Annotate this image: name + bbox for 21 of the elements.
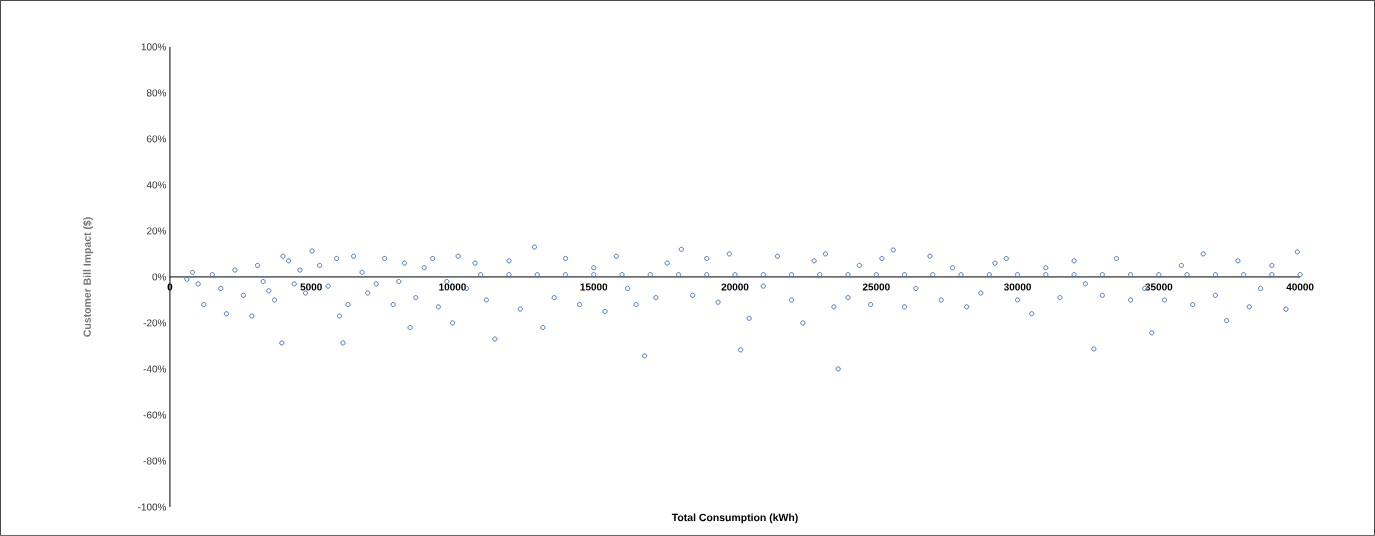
- y-tick-label: 20%: [146, 227, 167, 235]
- x-tick-label: 35000: [1145, 283, 1173, 291]
- y-tick-label: -40%: [143, 365, 167, 373]
- x-tick-label: 15000: [580, 283, 608, 291]
- y-tick-label: -20%: [143, 319, 167, 327]
- x-tick-label: 10000: [439, 283, 466, 291]
- y-axis-title: Customer Bill Impact ($): [83, 217, 93, 337]
- x-tick-label: 30000: [1003, 283, 1032, 291]
- y-tick-label: 80%: [146, 89, 167, 97]
- y-tick-label: 0%: [152, 273, 167, 281]
- x-tick-label: 40000: [1286, 283, 1314, 291]
- y-tick-label: 40%: [146, 181, 167, 189]
- x-tick-label: 5000: [300, 283, 322, 291]
- x-axis-title: Total Consumption (kWh): [671, 513, 798, 524]
- x-tick-label: 25000: [862, 283, 890, 291]
- y-tick-label: -80%: [143, 457, 167, 465]
- y-tick-label: 100%: [141, 43, 167, 51]
- y-tick-label: -100%: [138, 503, 167, 511]
- y-tick-label: -60%: [143, 411, 167, 419]
- x-tick-label: 20000: [721, 283, 749, 291]
- y-tick-label: 60%: [146, 135, 167, 143]
